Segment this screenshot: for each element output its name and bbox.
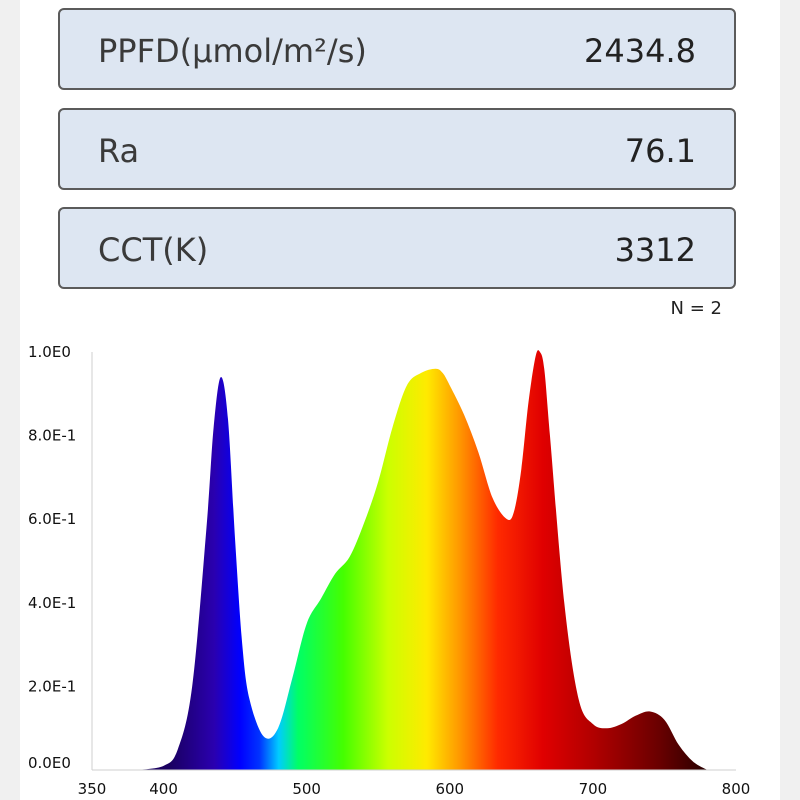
metric-cct: CCT(K) 3312 bbox=[58, 207, 736, 289]
y-tick-label: 1.0E0 bbox=[28, 343, 71, 361]
left-edge bbox=[0, 0, 20, 800]
right-edge bbox=[780, 0, 800, 800]
metric-label: Ra bbox=[98, 132, 140, 170]
metric-ppfd: PPFD(µmol/m²/s) 2434.8 bbox=[58, 8, 736, 90]
y-tick-label: 6.0E-1 bbox=[28, 510, 76, 528]
y-tick-label: 0.0E0 bbox=[28, 754, 71, 772]
y-tick-label: 4.0E-1 bbox=[28, 594, 76, 612]
x-tick-label: 800 bbox=[722, 780, 751, 798]
metric-ra: Ra 76.1 bbox=[58, 108, 736, 190]
x-tick-label: 350 bbox=[78, 780, 107, 798]
x-tick-label: 500 bbox=[292, 780, 321, 798]
metric-value: 3312 bbox=[614, 231, 696, 269]
x-tick-label: 700 bbox=[579, 780, 608, 798]
x-tick-label: 400 bbox=[149, 780, 178, 798]
y-tick-label: 8.0E-1 bbox=[28, 427, 76, 445]
y-tick-label: 2.0E-1 bbox=[28, 677, 76, 695]
metric-value: 2434.8 bbox=[584, 32, 696, 70]
x-tick-label: 600 bbox=[435, 780, 464, 798]
sample-count: N = 2 bbox=[670, 298, 722, 319]
metric-label: PPFD(µmol/m²/s) bbox=[98, 32, 367, 70]
metric-value: 76.1 bbox=[624, 132, 696, 170]
spectrum-chart: 0.0E0 2.0E-1 4.0E-1 6.0E-1 8.0E-1 1.0E0 350 40… bbox=[28, 343, 751, 798]
metric-label: CCT(K) bbox=[98, 231, 209, 269]
spectrum-area bbox=[134, 350, 708, 770]
